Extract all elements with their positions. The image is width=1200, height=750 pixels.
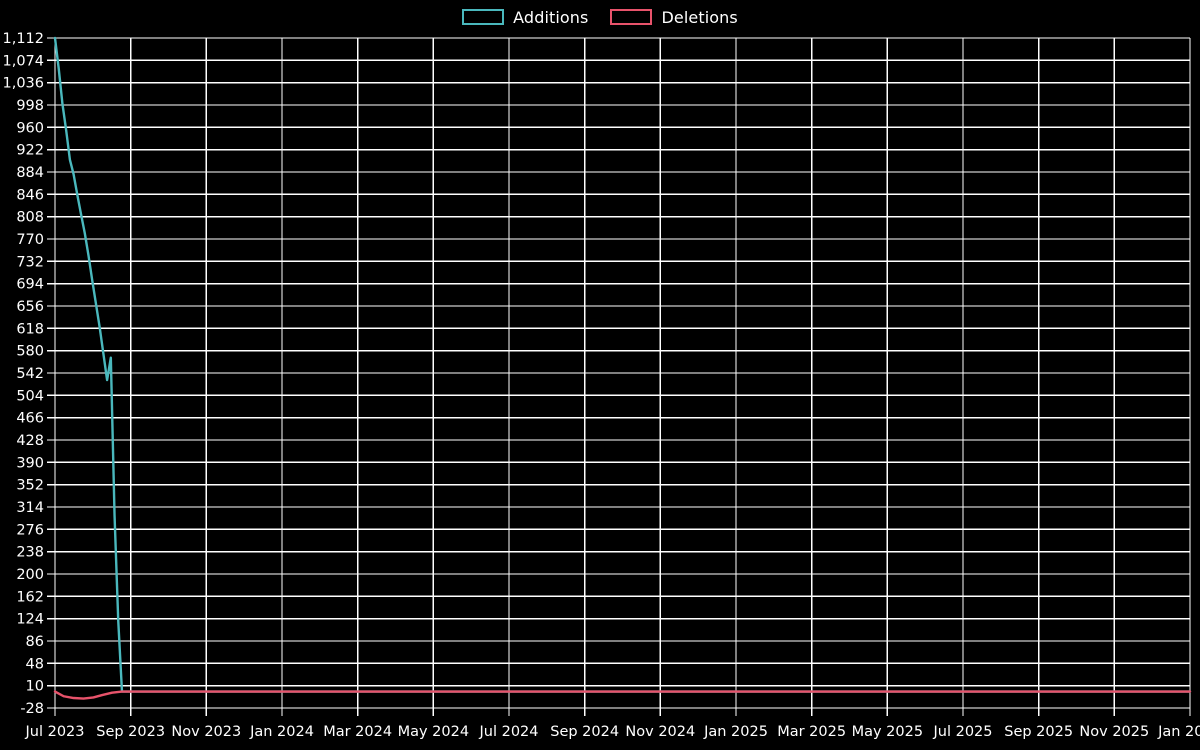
y-tick-labels: 1,112 1,074 1,036 998 960 922 884 846 808 770 732 6… bbox=[2, 31, 44, 717]
y-tick-label: 352 bbox=[16, 478, 44, 494]
x-gridlines bbox=[54, 38, 1191, 716]
y-tick-label: 884 bbox=[16, 165, 44, 181]
legend-label-deletions: Deletions bbox=[661, 7, 738, 27]
series-layer bbox=[53, 36, 1192, 700]
y-tick-label: 466 bbox=[16, 411, 44, 427]
x-tick-label: Nov 2023 bbox=[171, 724, 241, 740]
y-tick-label: 238 bbox=[16, 545, 44, 561]
y-tick-label: 998 bbox=[16, 98, 44, 114]
x-tick-label: Mar 2025 bbox=[777, 724, 846, 740]
legend-swatch-deletions bbox=[610, 9, 653, 25]
x-tick-label: Sep 2025 bbox=[1004, 724, 1073, 740]
y-tick-label: 770 bbox=[16, 232, 44, 248]
x-tick-label: Jul 2024 bbox=[478, 724, 538, 740]
y-tick-label: 618 bbox=[16, 321, 44, 337]
y-gridlines bbox=[47, 37, 1190, 709]
y-tick-label: 10 bbox=[26, 679, 44, 695]
x-tick-label: Mar 2024 bbox=[323, 724, 392, 740]
legend-item-additions[interactable]: Additions bbox=[462, 8, 588, 27]
y-tick-label: 428 bbox=[16, 433, 44, 449]
y-tick-label: 86 bbox=[26, 634, 44, 650]
y-tick-label: 694 bbox=[16, 277, 44, 293]
y-tick-label: 846 bbox=[16, 187, 44, 203]
x-tick-label: Jan 2025 bbox=[703, 724, 768, 740]
y-tick-label: 960 bbox=[16, 120, 44, 136]
series-line-additions bbox=[53, 36, 1192, 693]
x-tick-label: May 2025 bbox=[852, 724, 924, 740]
legend-swatch-additions bbox=[462, 9, 505, 25]
x-tick-label: Sep 2023 bbox=[96, 724, 165, 740]
x-tick-label: Sep 2024 bbox=[550, 724, 619, 740]
y-tick-label: 580 bbox=[16, 344, 44, 360]
x-tick-label: May 2024 bbox=[398, 724, 470, 740]
chart-legend: Additions Deletions bbox=[0, 0, 1200, 34]
x-tick-labels: Jul 2023 Sep 2023 Nov 2023 Jan 2024 Mar 2024… bbox=[24, 724, 1200, 740]
x-tick-label: Jul 2023 bbox=[24, 724, 84, 740]
legend-item-deletions[interactable]: Deletions bbox=[610, 7, 738, 27]
x-tick-label: Nov 2025 bbox=[1079, 724, 1149, 740]
x-tick-label: Jan 2026 bbox=[1157, 724, 1200, 740]
x-tick-label: Jul 2025 bbox=[932, 724, 992, 740]
y-tick-label: 390 bbox=[16, 455, 44, 471]
y-tick-label: 656 bbox=[16, 299, 44, 315]
y-tick-label: 808 bbox=[16, 210, 44, 226]
series-line-deletions bbox=[53, 690, 1192, 700]
y-tick-label: 504 bbox=[16, 388, 44, 404]
y-tick-label: 542 bbox=[16, 366, 44, 382]
y-tick-label: 1,074 bbox=[2, 53, 44, 69]
y-tick-label: 48 bbox=[26, 656, 44, 672]
y-tick-label: 124 bbox=[16, 612, 44, 628]
y-tick-label: 732 bbox=[16, 254, 44, 270]
legend-label-additions: Additions bbox=[513, 7, 589, 27]
y-tick-label: 1,112 bbox=[2, 31, 44, 47]
y-tick-label: 276 bbox=[16, 522, 44, 538]
y-tick-label: -28 bbox=[20, 701, 44, 717]
y-tick-label: 200 bbox=[16, 567, 44, 583]
y-tick-label: 162 bbox=[16, 589, 44, 605]
y-tick-label: 314 bbox=[16, 500, 44, 516]
y-tick-label: 922 bbox=[16, 143, 44, 159]
x-tick-label: Nov 2024 bbox=[625, 724, 695, 740]
x-tick-label: Jan 2024 bbox=[249, 724, 314, 740]
y-tick-label: 1,036 bbox=[2, 76, 44, 92]
